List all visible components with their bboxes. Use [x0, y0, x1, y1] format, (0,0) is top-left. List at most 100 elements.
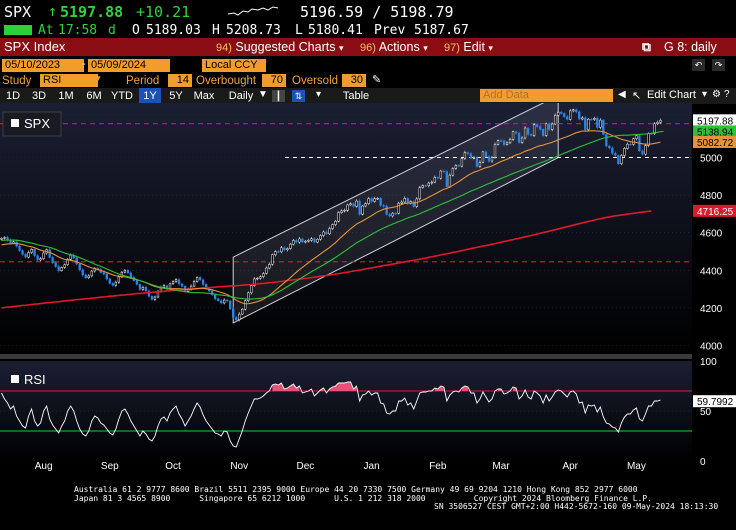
range-button-1y[interactable]: 1Y — [139, 88, 161, 104]
price-tick-label: 4800 — [700, 191, 723, 202]
undo-icon[interactable]: ↶ — [692, 59, 705, 71]
candle-body — [198, 277, 202, 281]
candle-body — [213, 294, 217, 300]
chevron-down-icon[interactable]: ▾ — [262, 58, 267, 68]
candle-body — [430, 181, 433, 184]
candle-body — [587, 118, 590, 131]
candle-body — [105, 273, 108, 280]
last-price-label-bg — [693, 114, 736, 127]
add-data-input[interactable]: Add Data — [480, 89, 613, 102]
candle-body — [472, 157, 476, 159]
candle-body — [502, 140, 506, 145]
range-button-5y[interactable]: 5Y — [169, 90, 183, 102]
candle-body — [563, 113, 566, 117]
candle-body — [171, 281, 175, 285]
ma-short-label-bg — [693, 125, 736, 138]
candle-body — [289, 243, 292, 249]
menu-number: 97) — [444, 42, 460, 54]
candle-body — [141, 286, 145, 290]
edit-chart-button[interactable]: Edit Chart — [647, 89, 696, 101]
external-link-icon[interactable]: ⧉ — [642, 40, 651, 54]
candle-body — [280, 247, 283, 253]
study-input[interactable]: RSI — [40, 74, 98, 87]
candle-body — [3, 237, 6, 239]
chevron-down-icon[interactable]: ▾ — [702, 89, 708, 100]
chevron-down-icon[interactable]: ▼ — [258, 89, 268, 100]
panel-divider[interactable] — [0, 354, 692, 359]
ma-mid-label-bg — [693, 135, 736, 148]
currency-select[interactable]: Local CCY — [202, 59, 266, 72]
table-button[interactable]: Table — [342, 90, 370, 102]
pencil-icon[interactable]: ✎ — [372, 74, 382, 86]
candle-body — [223, 299, 226, 304]
range-toolbar: 1D 3D 1M 6M YTD 1Y 5Y Max Daily ▼ ┃ ⇅ ▾ … — [0, 88, 736, 104]
candle-body — [51, 257, 54, 264]
candle-body — [508, 139, 512, 144]
range-button-ytd[interactable]: YTD — [111, 90, 133, 102]
volume-bar — [4, 25, 32, 35]
prev-label: Prev — [374, 23, 406, 38]
price-change: +10.21 — [136, 3, 191, 21]
candle-body — [18, 245, 21, 251]
period-input[interactable]: 14 — [168, 74, 192, 87]
open-price: 5189.03 — [146, 23, 201, 38]
candle-body — [463, 152, 467, 159]
candle-body — [373, 198, 376, 202]
overbought-input[interactable]: 70 — [262, 74, 286, 87]
candle-body — [241, 308, 244, 315]
high-label: H — [212, 23, 220, 38]
bid-ask: 5196.59 / 5198.79 — [300, 3, 454, 21]
suggested-charts-menu[interactable]: 94) Suggested Charts ▾ — [212, 38, 347, 56]
chevron-left-icon[interactable]: ◀ — [618, 89, 626, 100]
candle-body — [523, 127, 527, 139]
frequency-select[interactable]: Daily — [228, 90, 254, 102]
candle-body — [292, 240, 295, 245]
start-date-input[interactable]: 05/10/2023 — [2, 59, 84, 72]
candle-body — [529, 134, 533, 136]
gear-icon[interactable]: ⚙ — [712, 89, 721, 100]
pointer-icon[interactable]: ↖ — [632, 90, 642, 102]
candle-body — [220, 300, 223, 304]
range-button-max[interactable]: Max — [193, 90, 215, 102]
candle-body — [24, 254, 27, 258]
candle-body — [614, 153, 617, 156]
range-button-6m[interactable]: 6M — [86, 90, 102, 102]
candle-body — [60, 267, 63, 271]
candle-body — [147, 290, 151, 297]
help-icon[interactable]: ? — [724, 89, 730, 100]
candle-body — [259, 276, 262, 279]
range-button-3d[interactable]: 3D — [31, 90, 47, 102]
candle-body — [635, 135, 638, 139]
candle-body — [256, 277, 259, 280]
candle-body — [403, 198, 406, 203]
candlestick-type-icon[interactable]: ┃ — [272, 90, 285, 102]
candle-body — [608, 145, 611, 149]
candle-body — [400, 201, 403, 204]
candle-body — [376, 198, 379, 200]
quote-header: SPX ↑ 5197.88 +10.21 5196.59 / 5198.79 — [0, 0, 736, 22]
candle-body — [424, 185, 427, 187]
candle-body — [262, 273, 265, 277]
menu-label: Edit — [463, 40, 485, 54]
edit-menu[interactable]: 97) Edit ▾ — [440, 38, 497, 56]
candle-body — [554, 115, 557, 125]
redo-icon[interactable]: ↷ — [712, 59, 725, 71]
range-button-1d[interactable]: 1D — [5, 90, 21, 102]
candle-body — [277, 251, 280, 253]
actions-menu[interactable]: 96) Actions ▾ — [356, 38, 432, 56]
candle-body — [593, 117, 596, 120]
chevron-down-icon[interactable]: ▾ — [96, 73, 101, 83]
sparkline — [228, 6, 278, 16]
chart-area[interactable]: 4000420044004600480050005200050100AugSep… — [0, 103, 736, 473]
end-date-input[interactable]: 05/09/2024 — [88, 59, 170, 72]
range-button-1m[interactable]: 1M — [58, 90, 74, 102]
candle-body — [475, 157, 479, 167]
security-field[interactable]: SPX Index — [4, 39, 66, 54]
candle-body — [123, 270, 127, 273]
line-type-icon[interactable]: ⇅ — [292, 90, 305, 102]
candle-body — [520, 137, 524, 143]
oversold-input[interactable]: 30 — [342, 74, 366, 87]
chevron-down-icon[interactable]: ▾ — [316, 89, 322, 100]
candle-body — [150, 295, 154, 300]
candle-body — [505, 142, 509, 145]
